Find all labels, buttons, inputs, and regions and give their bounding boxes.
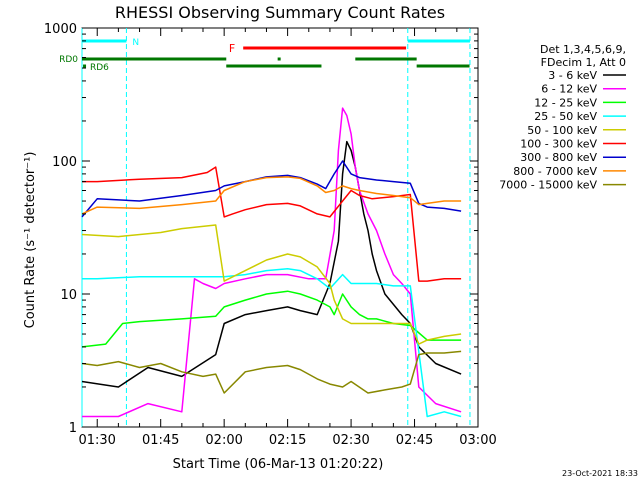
series-line-8 [81,176,462,215]
flag-dot-1-1 [277,57,281,61]
x-tick-label-5: 02:30 [332,433,369,448]
legend-label-7: 300 - 800 keV [520,151,597,164]
flag-label-f: F [229,42,235,55]
legend-label-4: 25 - 50 keV [534,110,597,123]
y-tick-label-1: 1 [69,421,77,436]
x-tick-label-1: 01:30 [78,433,115,448]
x-tick-label-7: 03:00 [459,433,496,448]
x-tick-label-3: 02:00 [205,433,242,448]
series-lines [81,107,462,418]
legend-label-5: 50 - 100 keV [527,124,597,137]
chart-title: RHESSI Observing Summary Count Rates [115,3,445,22]
series-line-2 [82,107,462,418]
series-line-1 [81,140,462,388]
legend-header-line-2: FDecim 1, Att 0 [541,56,626,69]
series-line-4 [82,267,462,418]
x-tick-label-4: 02:15 [269,433,306,448]
legend-header-line-1: Det 1,3,4,5,6,9, [540,43,626,56]
series-line-6 [82,166,462,282]
legend-label-2: 6 - 12 keV [541,83,597,96]
x-tick-label-6: 02:45 [396,433,433,448]
flag-label-rd0: RD0 [59,55,78,65]
flag-label-n: N [132,38,139,48]
x-axis-label: Start Time (06-Mar-13 01:20:22) [173,457,384,472]
series-line-5 [81,224,462,345]
series-line-7 [81,160,462,218]
legend-label-8: 800 - 7000 keV [513,165,597,178]
flag-dot-2-1 [83,64,87,68]
status-flags: N F RD0 RD6 [59,38,470,73]
y-tick-label-4: 1000 [44,22,77,37]
legend-label-3: 12 - 25 keV [534,96,597,109]
legend-label-1: 3 - 6 keV [548,69,597,82]
series-line-9 [81,350,462,394]
x-tick-label-2: 01:45 [142,433,179,448]
footer-date: 23-Oct-2021 18:33 [562,469,638,478]
flag-label-rd6: RD6 [90,63,109,73]
legend-label-9: 7000 - 15000 keV [499,179,597,192]
series-line-3 [81,290,462,348]
legend-label-6: 100 - 300 keV [520,138,597,151]
vertical-markers [81,28,471,427]
axis-ticks: 01:30 01:45 02:00 02:15 02:30 02:45 03:00 1 10 10… [44,22,497,448]
y-tick-label-3: 100 [52,155,77,170]
y-tick-label-2: 10 [60,288,77,303]
y-axis-label: Count Rate (s⁻¹ detector⁻¹) [23,152,38,329]
